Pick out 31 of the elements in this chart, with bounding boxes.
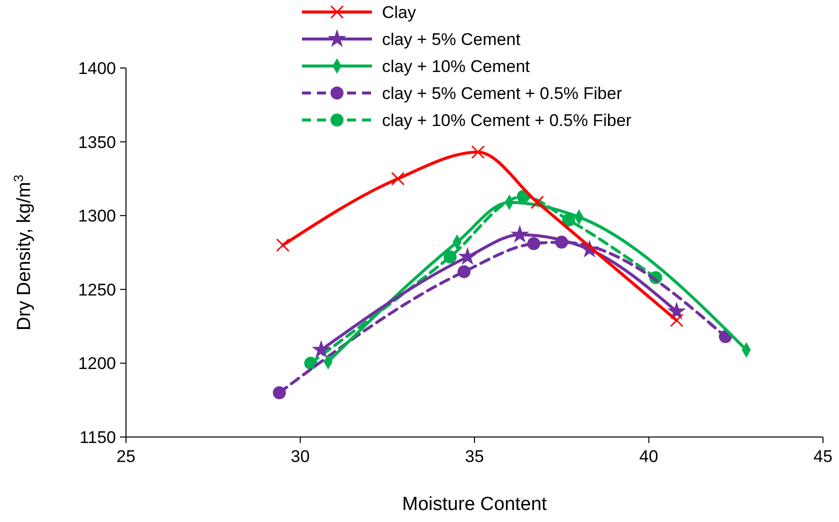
point xyxy=(272,386,286,400)
legend-label: clay + 5% Cement + 0.5% Fiber xyxy=(382,84,622,103)
y-tick-label: 1150 xyxy=(79,428,116,447)
y-tick-label: 1400 xyxy=(78,59,116,78)
x-tick-label: 35 xyxy=(465,447,484,466)
point xyxy=(667,302,686,320)
point xyxy=(304,356,318,370)
y-tick-label: 1300 xyxy=(78,206,116,226)
y-tick-label: 1200 xyxy=(78,354,116,374)
point xyxy=(312,340,331,358)
point xyxy=(276,238,290,252)
point xyxy=(458,265,471,278)
legend-label: clay + 10% Cement xyxy=(382,57,530,76)
legend-label: clay + 5% Cement xyxy=(382,30,521,49)
point xyxy=(527,237,540,250)
x-tick-label: 30 xyxy=(290,447,310,466)
point xyxy=(444,250,457,264)
point xyxy=(530,196,544,210)
legend-label: clay + 10% Cement + 0.5% Fiber xyxy=(382,111,632,130)
point xyxy=(510,224,530,243)
point xyxy=(471,145,485,159)
point xyxy=(391,172,405,186)
y-tick-label: 1350 xyxy=(78,132,116,152)
x-tick-label: 40 xyxy=(639,447,658,466)
legend-label: Clay xyxy=(382,3,417,22)
x-axis-title: Moisture Content xyxy=(402,494,548,515)
point xyxy=(458,247,477,265)
x-tick-label: 45 xyxy=(814,447,832,466)
y-tick-label: 1250 xyxy=(78,280,116,300)
point xyxy=(670,314,684,328)
x-tick-label: 25 xyxy=(116,447,136,466)
